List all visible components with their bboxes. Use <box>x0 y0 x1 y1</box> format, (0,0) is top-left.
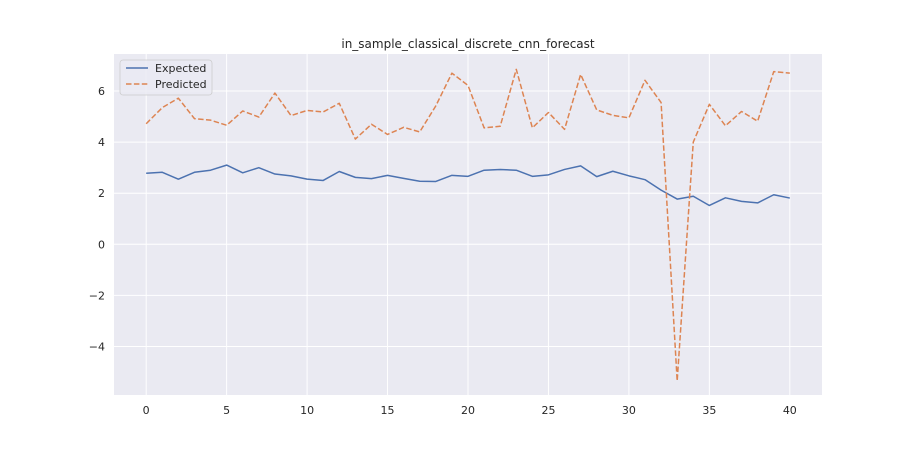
y-tick-label: 0 <box>98 238 105 251</box>
x-tick-label: 0 <box>143 404 150 417</box>
series-line-expected <box>146 164 790 207</box>
y-axis: −4 −2 0 2 4 6 <box>89 85 105 353</box>
y-tick-label: −4 <box>89 340 105 353</box>
grid <box>114 54 822 395</box>
x-tick-label: 15 <box>381 404 395 417</box>
chart-title: in_sample_classical_discrete_cnn_forecas… <box>341 37 595 51</box>
x-axis: 0 5 10 15 20 25 30 35 40 <box>143 404 797 417</box>
x-tick-label: 5 <box>223 404 230 417</box>
series-layer <box>145 68 790 382</box>
legend-label-predicted: Predicted <box>155 78 207 91</box>
x-tick-label: 35 <box>702 404 716 417</box>
x-tick-label: 25 <box>541 404 555 417</box>
x-tick-label: 20 <box>461 404 475 417</box>
x-tick-label: 10 <box>300 404 314 417</box>
x-tick-label: 30 <box>622 404 636 417</box>
legend: Expected Predicted <box>119 59 213 96</box>
y-tick-label: −2 <box>89 289 105 302</box>
y-tick-label: 6 <box>98 85 105 98</box>
y-tick-label: 4 <box>98 136 105 149</box>
legend-label-expected: Expected <box>155 62 206 75</box>
x-tick-label: 40 <box>783 404 797 417</box>
y-tick-label: 2 <box>98 187 105 200</box>
